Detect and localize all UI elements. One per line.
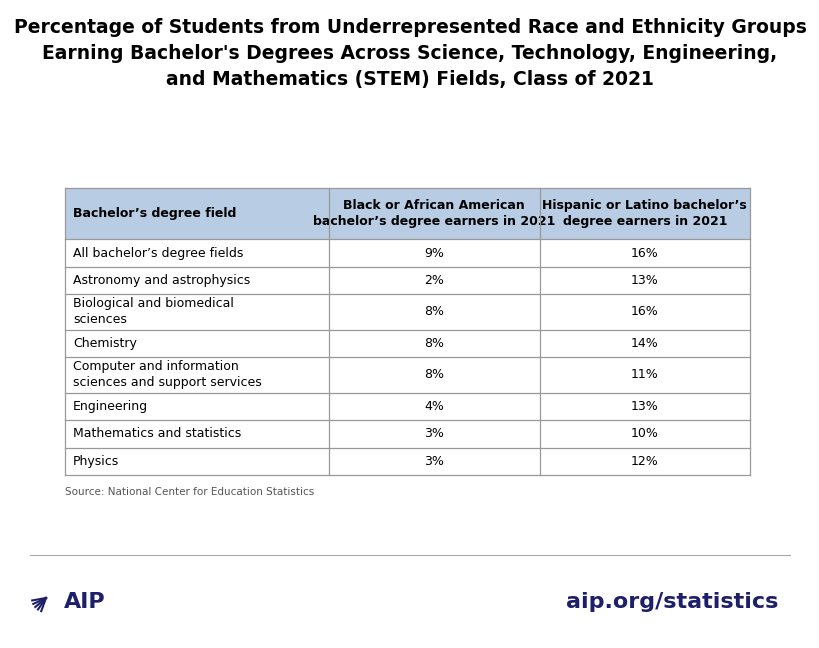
Text: 13%: 13% — [630, 274, 658, 287]
Bar — [65, 267, 328, 294]
Bar — [328, 267, 539, 294]
Text: Percentage of Students from Underrepresented Race and Ethnicity Groups
Earning B: Percentage of Students from Underreprese… — [14, 18, 805, 89]
Bar — [328, 188, 539, 239]
Text: 3%: 3% — [423, 427, 444, 440]
Bar — [539, 330, 749, 357]
Bar — [539, 357, 749, 393]
Bar — [539, 188, 749, 239]
Text: Black or African American
bachelor’s degree earners in 2021: Black or African American bachelor’s deg… — [313, 199, 554, 228]
Text: All bachelor’s degree fields: All bachelor’s degree fields — [73, 246, 243, 260]
Bar — [539, 420, 749, 448]
Text: Biological and biomedical
sciences: Biological and biomedical sciences — [73, 297, 233, 327]
Text: Source: National Center for Education Statistics: Source: National Center for Education St… — [65, 487, 314, 497]
Bar — [65, 357, 328, 393]
Text: Chemistry: Chemistry — [73, 337, 137, 350]
Bar — [539, 393, 749, 420]
Text: AIP: AIP — [64, 592, 106, 612]
Bar — [539, 267, 749, 294]
Text: Hispanic or Latino bachelor’s
degree earners in 2021: Hispanic or Latino bachelor’s degree ear… — [542, 199, 746, 228]
Text: 8%: 8% — [423, 337, 444, 350]
Bar — [65, 188, 328, 239]
Bar — [328, 294, 539, 330]
Text: 16%: 16% — [630, 305, 658, 318]
Bar — [65, 294, 328, 330]
Bar — [65, 448, 328, 475]
Bar — [328, 420, 539, 448]
Text: 3%: 3% — [423, 455, 444, 468]
Bar — [328, 393, 539, 420]
Bar — [65, 239, 328, 267]
Bar — [539, 294, 749, 330]
Text: 14%: 14% — [630, 337, 658, 350]
Bar — [328, 357, 539, 393]
Bar — [328, 448, 539, 475]
Bar — [539, 448, 749, 475]
Text: 9%: 9% — [423, 246, 444, 260]
Text: aip.org/statistics: aip.org/statistics — [565, 592, 777, 612]
Text: Mathematics and statistics: Mathematics and statistics — [73, 427, 241, 440]
Text: 12%: 12% — [630, 455, 658, 468]
Bar — [65, 330, 328, 357]
Text: 11%: 11% — [630, 368, 658, 382]
Text: 13%: 13% — [630, 400, 658, 413]
Text: 10%: 10% — [630, 427, 658, 440]
Text: 4%: 4% — [423, 400, 444, 413]
Text: 8%: 8% — [423, 305, 444, 318]
Text: Computer and information
sciences and support services: Computer and information sciences and su… — [73, 360, 261, 389]
Text: Astronomy and astrophysics: Astronomy and astrophysics — [73, 274, 250, 287]
Text: Physics: Physics — [73, 455, 119, 468]
Text: 8%: 8% — [423, 368, 444, 382]
Text: Bachelor’s degree field: Bachelor’s degree field — [73, 207, 236, 220]
Text: 2%: 2% — [423, 274, 444, 287]
Bar — [328, 330, 539, 357]
Text: 16%: 16% — [630, 246, 658, 260]
Bar — [65, 420, 328, 448]
Text: Engineering: Engineering — [73, 400, 148, 413]
Bar — [328, 239, 539, 267]
Bar — [539, 239, 749, 267]
Bar — [65, 393, 328, 420]
